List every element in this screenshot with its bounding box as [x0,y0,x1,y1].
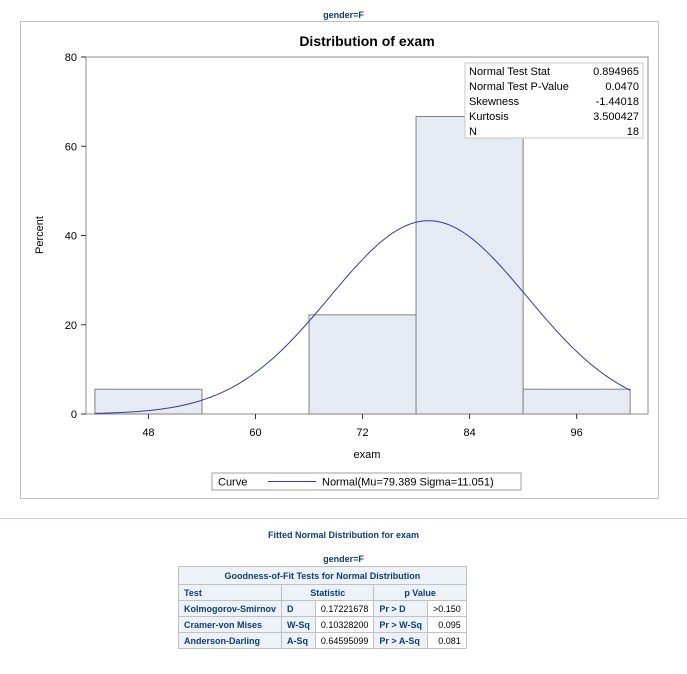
p-symbol: Pr > D [373,600,428,617]
x-tick-label: 84 [463,427,475,439]
x-tick-label: 60 [249,427,261,439]
x-axis-label: exam [354,449,381,461]
inset-stat-label: N [469,126,477,138]
y-tick-label: 60 [65,141,77,153]
test-name: Kolmogorov-Smirnov [177,600,283,617]
stat-value: 0.10328200 [314,616,375,633]
histogram-bar [522,388,631,415]
x-axis: 48 60 72 84 96 [142,414,583,439]
histogram-bar [308,314,417,415]
p-symbol: Pr > A-Sq [373,632,428,649]
y-axis-label: Percent [34,216,46,254]
y-tick-label: 20 [65,320,77,332]
inset-stat-value: 18 [627,126,639,138]
x-tick-label: 48 [142,427,154,439]
histogram-bar [94,388,203,415]
by-group-label: gender=F [323,10,364,20]
table-row: Cramer-von Mises W-Sq 0.10328200 Pr > W-… [177,616,467,633]
p-value: 0.081 [426,632,467,649]
inset-stat-value: 0.894965 [593,66,639,78]
legend-box [211,472,522,491]
inset-stat-label: Normal Test Stat [469,66,550,78]
p-value: 0.095 [426,616,467,633]
histogram-chart: Distribution of exam 48 60 72 84 96 0 20 40 60 8… [34,33,649,491]
stats-inset-box [464,62,644,139]
y-tick-label: 80 [65,52,77,64]
inset-stat-label: Skewness [469,96,520,108]
y-tick-label: 0 [71,409,77,421]
p-symbol: Pr > W-Sq [373,616,428,633]
stats-inset-table: Normal Test Stat 0.894965 Normal Test P-Va… [464,62,644,139]
table-row: Kolmogorov-Smirnov D 0.17221678 Pr > D >… [177,600,467,617]
y-axis: 0 20 40 60 80 [65,52,86,421]
col-header-statistic: Statistic [281,584,375,601]
inset-stat-value: -1.44018 [596,96,639,108]
stat-symbol: A-Sq [281,632,316,649]
y-tick-label: 40 [65,231,77,243]
inset-stat-label: Normal Test P-Value [469,81,569,93]
bars-group [94,115,631,415]
normal-curve-line [94,220,631,414]
inset-stat-label: Kurtosis [469,111,509,123]
gof-table: Goodness-of-Fit Tests for Normal Distrib… [177,566,467,649]
inset-stat-value: 0.0470 [605,81,639,93]
col-header-pvalue: p Value [373,584,467,601]
gof-caption: Goodness-of-Fit Tests for Normal Distrib… [178,566,467,585]
stat-value: 0.17221678 [314,600,375,617]
x-tick-label: 96 [571,427,583,439]
x-tick-label: 72 [356,427,368,439]
stat-symbol: D [281,600,316,617]
legend-entry: Normal(Mu=79.389 Sigma=11.051) [322,477,494,489]
p-value: >0.150 [426,600,467,617]
histogram-bar [415,115,524,415]
fit-section-title: Fitted Normal Distribution for exam [267,530,419,540]
inset-stat-value: 3.500427 [593,111,639,123]
test-name: Cramer-von Mises [177,616,283,633]
col-header-test: Test [177,584,283,601]
test-name: Anderson-Darling [177,632,283,649]
by-group-label-bottom: gender=F [323,554,364,564]
chart-title: Distribution of exam [299,33,434,49]
legend-title: Curve [218,477,247,489]
section-divider [0,518,687,519]
stat-value: 0.64595099 [314,632,375,649]
table-row: Anderson-Darling A-Sq 0.64595099 Pr > A-… [177,632,467,649]
legend: Curve Normal(Mu=79.389 Sigma=11.051) [211,472,522,491]
stat-symbol: W-Sq [281,616,316,633]
